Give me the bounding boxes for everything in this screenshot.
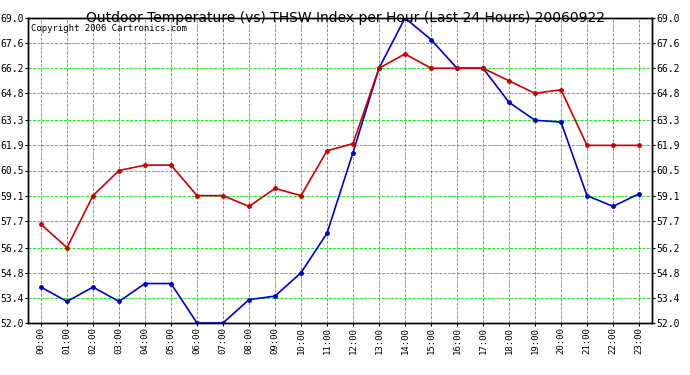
Text: Outdoor Temperature (vs) THSW Index per Hour (Last 24 Hours) 20060922: Outdoor Temperature (vs) THSW Index per … xyxy=(86,11,604,25)
Text: Copyright 2006 Cartronics.com: Copyright 2006 Cartronics.com xyxy=(31,24,187,33)
